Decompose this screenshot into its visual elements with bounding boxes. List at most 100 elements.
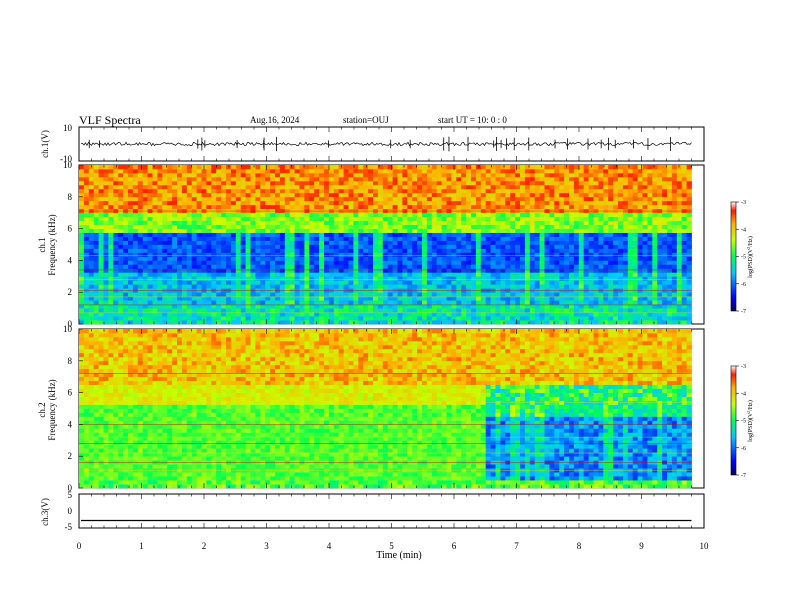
spectrogram-cell: [451, 244, 457, 249]
spectrogram-cell: [132, 292, 139, 297]
spectrogram-cell: [319, 284, 325, 289]
spectrogram-cell: [142, 300, 148, 305]
spectrogram-cell: [167, 184, 173, 190]
spectrogram-cell: [265, 216, 271, 222]
spectrogram-cell: [333, 184, 340, 190]
spectrogram-cell: [559, 284, 565, 289]
spectrogram-cell: [230, 200, 237, 206]
spectrogram-cell: [181, 236, 188, 241]
spectrogram-cell: [441, 284, 447, 289]
spectrogram-cell: [172, 165, 178, 170]
spectrogram-cell: [304, 176, 310, 182]
spectrogram-cell: [559, 200, 565, 206]
spectrogram-cell: [529, 204, 536, 210]
spectrogram-cell: [549, 228, 555, 233]
spectrogram-cell: [382, 276, 389, 281]
spectrogram-cell: [524, 168, 531, 174]
spectrogram-cell: [196, 244, 202, 249]
spectrogram-cell: [573, 300, 580, 305]
spectrogram-cell: [245, 320, 251, 325]
spectrogram-cell: [191, 240, 197, 245]
spectrogram-cell: [343, 300, 349, 305]
spectrogram-cell: [412, 184, 418, 190]
spectrogram-cell: [270, 300, 276, 305]
spectrogram-cell: [559, 240, 565, 245]
spectrogram-cell: [152, 244, 158, 249]
spectrogram-cell: [485, 272, 491, 277]
spectrogram-cell: [299, 280, 305, 285]
spectrogram-cell: [608, 300, 614, 305]
spectrogram-cell: [196, 320, 202, 325]
spectrogram-cell: [578, 252, 585, 257]
spectrogram-cell: [475, 244, 482, 249]
spectrogram-cell: [578, 204, 585, 210]
spectrogram-cell: [608, 172, 614, 178]
spectrogram-cell: [186, 280, 193, 285]
spectrogram-cell: [79, 216, 85, 222]
spectrogram-cell: [588, 296, 594, 301]
spectrogram-cell: [299, 180, 305, 186]
spectrogram-cell: [662, 244, 668, 249]
spectrogram-cell: [382, 252, 389, 257]
spectrogram-cell: [471, 236, 477, 241]
spectrogram-cell: [348, 236, 354, 241]
spectrogram-cell: [603, 260, 609, 265]
spectrogram-cell: [270, 220, 276, 226]
spectrogram-cell: [441, 220, 447, 226]
spectrogram-cell: [480, 296, 487, 301]
spectrogram-cell: [662, 192, 668, 198]
spectrogram-cell: [79, 316, 85, 321]
spectrogram-cell: [98, 184, 104, 190]
spectrogram-cell: [544, 180, 550, 186]
spectrogram-cell: [402, 304, 408, 309]
spectrogram-cell: [226, 308, 232, 313]
spectrogram-cell: [358, 168, 364, 174]
spectrogram-cell: [319, 248, 325, 253]
spectrogram-cell: [83, 296, 90, 301]
spectrogram-cell: [216, 300, 222, 305]
spectrogram-cell: [495, 240, 501, 245]
spectrogram-cell: [93, 256, 99, 261]
spectrogram-cell: [387, 188, 393, 194]
spectrogram-cell: [132, 168, 139, 174]
spectrogram-cell: [495, 196, 501, 202]
spectrogram-cell: [549, 172, 555, 178]
spectrogram-cell: [260, 220, 266, 226]
spectrogram-cell: [505, 184, 511, 190]
spectrogram-cell: [368, 268, 374, 273]
spectrogram-cell: [490, 232, 496, 237]
spectrogram-cell: [603, 304, 609, 309]
spectrogram-cell: [554, 268, 560, 273]
spectrogram-cell: [632, 292, 638, 297]
spectrogram-cell: [627, 292, 634, 297]
spectrogram-cell: [289, 168, 295, 174]
spectrogram-cell: [319, 260, 325, 265]
spectrogram-cell: [162, 220, 168, 226]
spectrogram-cell: [265, 256, 271, 261]
spectrogram-cell: [201, 228, 207, 233]
spectrogram-cell: [191, 168, 197, 174]
spectrogram-cell: [294, 212, 300, 218]
spectrogram-cell: [128, 192, 134, 198]
spectrogram-cell: [456, 228, 462, 233]
spectrogram-cell: [270, 308, 276, 313]
spectrogram-cell: [128, 232, 134, 237]
spectrogram-cell: [529, 312, 536, 317]
spectrogram-cell: [294, 268, 300, 273]
spectrogram-cell: [657, 260, 663, 265]
spectrogram-cell: [333, 304, 340, 309]
spectrogram-cell: [642, 252, 648, 257]
spectrogram-cell: [480, 236, 487, 241]
spectrogram-cell: [265, 300, 271, 305]
spectrogram-cell: [578, 300, 585, 305]
spectrogram-cell: [500, 204, 506, 210]
spectrogram-cell: [211, 236, 217, 241]
spectrogram-cell: [275, 296, 281, 301]
spectrogram-cell: [319, 252, 325, 257]
spectrogram-cell: [431, 312, 438, 317]
spectrogram-cell: [368, 300, 374, 305]
spectrogram-cell: [564, 256, 570, 261]
spectrogram-cell: [534, 316, 540, 321]
spectrogram-cell: [265, 308, 271, 313]
spectrogram-cell: [343, 216, 349, 222]
